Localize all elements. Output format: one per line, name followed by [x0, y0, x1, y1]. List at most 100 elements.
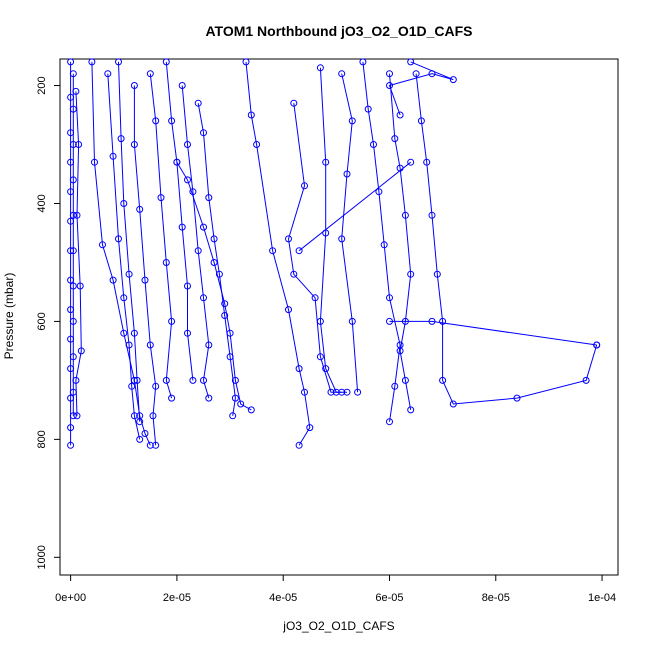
data-point	[386, 70, 393, 78]
data-point	[449, 76, 457, 84]
data-point	[109, 152, 117, 160]
data-point	[380, 241, 388, 249]
data-point	[412, 70, 420, 78]
data-point	[67, 58, 75, 66]
x-tick-label: 2e-05	[163, 592, 191, 604]
data-point	[125, 341, 133, 349]
data-point	[306, 424, 314, 432]
data-point	[157, 194, 165, 202]
data-point	[433, 270, 441, 278]
data-point	[375, 188, 383, 196]
series-line-12	[176, 161, 252, 411]
data-point	[221, 300, 229, 308]
data-point	[215, 270, 223, 278]
data-point	[130, 82, 138, 89]
data-point	[69, 141, 77, 148]
data-point	[152, 117, 160, 125]
data-point	[184, 141, 191, 148]
data-point	[133, 376, 141, 384]
data-point	[407, 270, 415, 278]
data-point	[311, 294, 319, 302]
data-point	[247, 406, 255, 414]
data-point	[221, 312, 229, 319]
data-point	[152, 441, 160, 449]
data-point	[295, 365, 303, 373]
data-point	[229, 412, 237, 420]
series-line-9	[165, 61, 194, 381]
data-point	[146, 70, 154, 78]
data-point	[327, 388, 335, 396]
data-point	[194, 247, 202, 255]
data-point	[226, 329, 234, 337]
data-point	[370, 141, 377, 148]
data-point	[322, 365, 330, 373]
data-point	[76, 282, 84, 290]
data-point	[73, 211, 81, 219]
data-point	[146, 341, 154, 349]
data-point	[386, 317, 393, 325]
data-point	[189, 376, 197, 384]
data-point	[205, 394, 213, 402]
data-point	[354, 388, 362, 396]
data-point	[178, 82, 186, 89]
data-point	[593, 341, 601, 349]
data-point	[247, 111, 255, 119]
series-line-13	[245, 61, 311, 446]
data-point	[301, 182, 308, 190]
data-point	[290, 99, 298, 107]
series-line-3	[75, 91, 82, 416]
data-point	[69, 211, 77, 219]
data-point	[210, 235, 218, 243]
data-point	[439, 376, 447, 384]
y-tick-label: 200	[36, 76, 48, 94]
y-axis-label: Pressure (mbar)	[2, 273, 16, 360]
data-point	[301, 388, 308, 396]
data-point	[322, 158, 330, 166]
data-point	[69, 282, 77, 290]
series-line-7	[133, 85, 157, 446]
data-point	[338, 70, 346, 78]
data-point	[386, 294, 393, 302]
data-point	[439, 317, 447, 325]
data-point	[67, 441, 75, 449]
data-point	[348, 117, 356, 125]
x-tick-label: 4e-05	[269, 592, 297, 604]
data-point	[428, 70, 436, 78]
data-point	[184, 282, 191, 290]
series-line-10	[181, 85, 210, 399]
data-point	[205, 341, 213, 349]
data-point	[391, 135, 399, 143]
data-point	[290, 270, 298, 278]
data-point	[141, 430, 149, 437]
y-tick-label: 600	[36, 312, 48, 330]
data-point	[295, 441, 303, 449]
data-point	[316, 353, 324, 361]
data-point	[99, 241, 106, 249]
data-point	[168, 394, 176, 402]
data-point	[417, 117, 425, 125]
data-point	[115, 235, 122, 243]
chart-title: ATOM1 Northbound jO3_O2_O1D_CAFS	[205, 23, 472, 39]
data-point	[141, 276, 149, 284]
series-line-4	[91, 61, 151, 446]
data-point	[210, 259, 218, 266]
data-point	[128, 382, 136, 390]
series-line-11	[197, 103, 236, 416]
data-point	[316, 64, 324, 72]
data-point	[69, 317, 77, 325]
data-point	[115, 58, 122, 66]
x-tick-label: 6e-05	[375, 592, 403, 604]
data-point	[69, 412, 77, 420]
data-point	[69, 70, 77, 78]
x-tick-label: 1e-04	[588, 592, 616, 604]
data-point	[194, 99, 202, 107]
data-point	[136, 435, 144, 443]
data-point	[130, 412, 138, 420]
data-point	[146, 441, 154, 449]
data-point	[69, 176, 77, 184]
data-point	[242, 58, 250, 66]
x-axis: 0e+00 2e-05 4e-05 6e-05 8e-05 1e-04	[55, 574, 616, 604]
series-line-21	[298, 161, 412, 252]
data-point	[162, 259, 170, 266]
data-point	[316, 317, 324, 325]
